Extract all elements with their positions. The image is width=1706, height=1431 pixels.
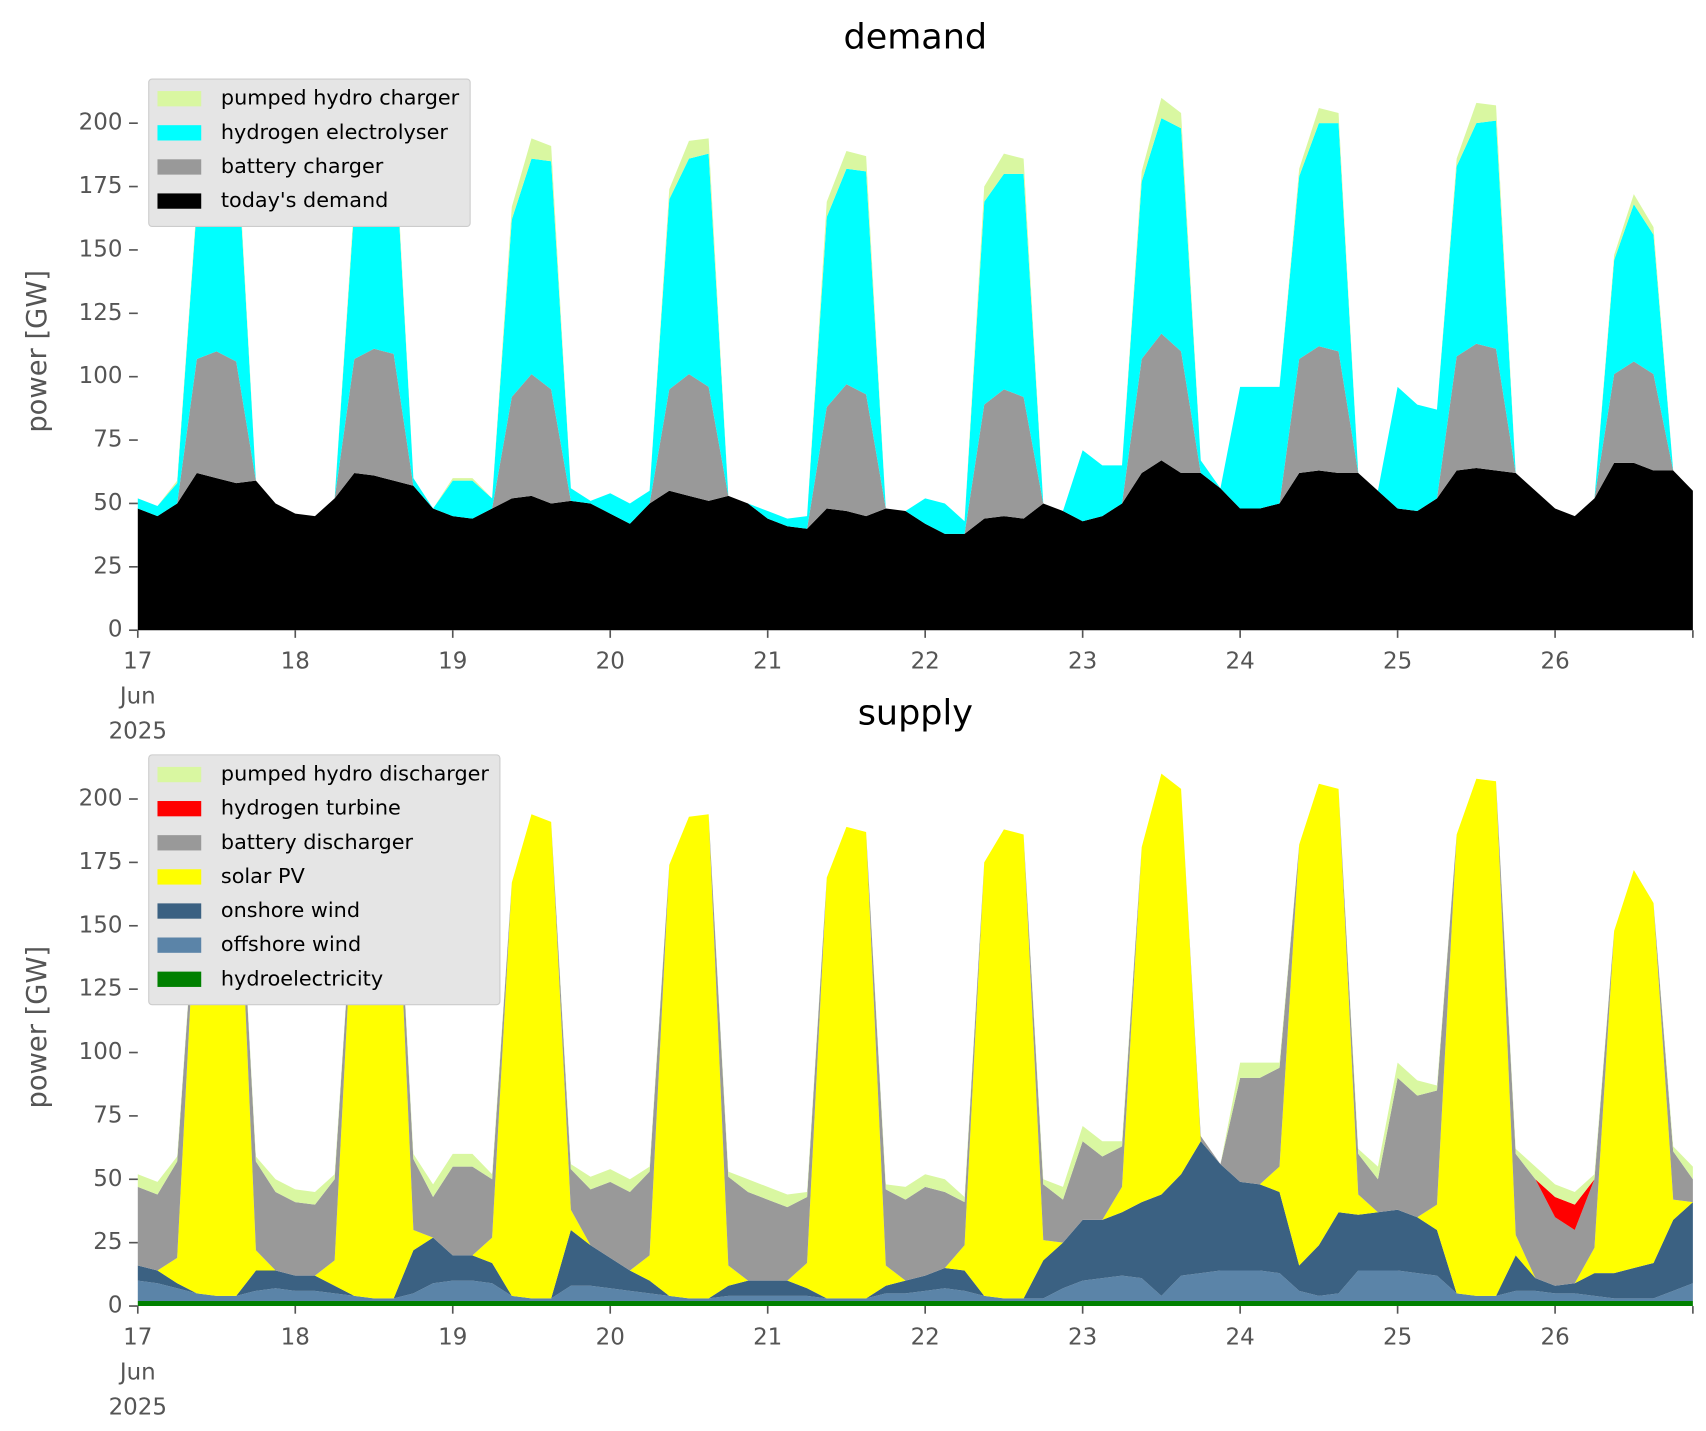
legend-label: battery discharger [221, 830, 414, 854]
x-tick-label: 2025 [109, 1394, 167, 1420]
legend-swatch [157, 835, 202, 851]
x-tick-label: 22 [911, 1324, 940, 1350]
legend-label: offshore wind [221, 932, 361, 956]
x-tick-label: Jun [118, 1359, 156, 1385]
legend-swatch [157, 971, 202, 987]
x-tick-label: 23 [1068, 1324, 1097, 1350]
y-tick-label: 200 [79, 786, 123, 812]
y-tick-label: 150 [79, 912, 123, 938]
y-tick-label: 0 [108, 1293, 123, 1319]
x-tick-label: 19 [438, 648, 467, 674]
x-tick-label: 18 [281, 1324, 310, 1350]
y-tick-label: 200 [79, 110, 123, 136]
y-tick-label: 0 [108, 617, 123, 643]
legend-box [148, 78, 471, 227]
x-tick-label: 21 [753, 648, 782, 674]
legend-label: solar PV [221, 864, 306, 888]
area [137, 773, 1693, 1286]
chart-title: demand [844, 18, 988, 58]
x-tick-label: 17 [123, 1324, 152, 1350]
y-tick-label: 25 [93, 553, 122, 579]
x-tick-label: 24 [1226, 1324, 1255, 1350]
x-tick-label: 20 [596, 648, 625, 674]
legend-label: battery charger [221, 154, 384, 178]
legend-label: today's demand [221, 188, 388, 212]
legend-swatch [157, 937, 202, 953]
legend-box [148, 754, 501, 1006]
y-tick-label: 50 [93, 490, 122, 516]
legend-swatch [157, 801, 202, 817]
legend-swatch [157, 903, 202, 919]
legend-label: pumped hydro discharger [221, 762, 490, 786]
legend-swatch [157, 193, 202, 209]
y-tick-label: 100 [79, 1039, 123, 1065]
x-tick-label: Jun [118, 683, 156, 709]
y-tick-label: 150 [79, 236, 123, 262]
legend: pumped hydro charger hydrogen electrolyse… [148, 78, 471, 227]
x-tick-label: 18 [281, 648, 310, 674]
legend: pumped hydro discharger hydrogen turbine b… [148, 754, 501, 1006]
legend-swatch [157, 766, 202, 783]
area [137, 460, 1693, 631]
legend-label: hydrogen turbine [221, 796, 401, 820]
x-tick-label: 19 [438, 1324, 467, 1350]
y-axis-label: power [GW] [22, 270, 53, 433]
y-tick-label: 175 [79, 173, 123, 199]
area [137, 1300, 1693, 1307]
y-tick-label: 125 [79, 300, 123, 326]
chart-title: supply [858, 693, 973, 733]
area [137, 1270, 1693, 1301]
y-axis-label: power [GW] [22, 946, 53, 1109]
area [137, 333, 1693, 534]
y-tick-label: 125 [79, 976, 123, 1002]
x-tick-label: 26 [1540, 648, 1569, 674]
legend-swatch [157, 869, 202, 885]
legend-label: pumped hydro charger [221, 86, 460, 110]
legend-swatch [157, 91, 202, 107]
y-tick-label: 75 [93, 427, 122, 453]
area [137, 118, 1693, 534]
legend-label: onshore wind [221, 898, 360, 922]
x-tick-label: 25 [1383, 648, 1412, 674]
y-tick-label: 175 [79, 849, 123, 875]
area [137, 1141, 1693, 1299]
legend-label: hydrogen electrolyser [221, 120, 448, 144]
x-tick-label: 2025 [109, 718, 167, 744]
area [137, 773, 1693, 1299]
y-tick-label: 75 [93, 1102, 122, 1128]
x-tick-label: 24 [1226, 648, 1255, 674]
legend-label: hydroelectricity [221, 966, 383, 990]
x-tick-label: 21 [753, 1324, 782, 1350]
legend-swatch [157, 125, 202, 141]
x-tick-label: 20 [596, 1324, 625, 1350]
x-tick-label: 26 [1540, 1324, 1569, 1350]
y-tick-label: 50 [93, 1166, 122, 1192]
x-tick-label: 22 [911, 648, 940, 674]
y-tick-label: 100 [79, 363, 123, 389]
x-tick-label: 25 [1383, 1324, 1412, 1350]
legend-swatch [157, 159, 202, 175]
y-tick-label: 25 [93, 1229, 122, 1255]
x-tick-label: 17 [123, 648, 152, 674]
x-tick-label: 23 [1068, 648, 1097, 674]
